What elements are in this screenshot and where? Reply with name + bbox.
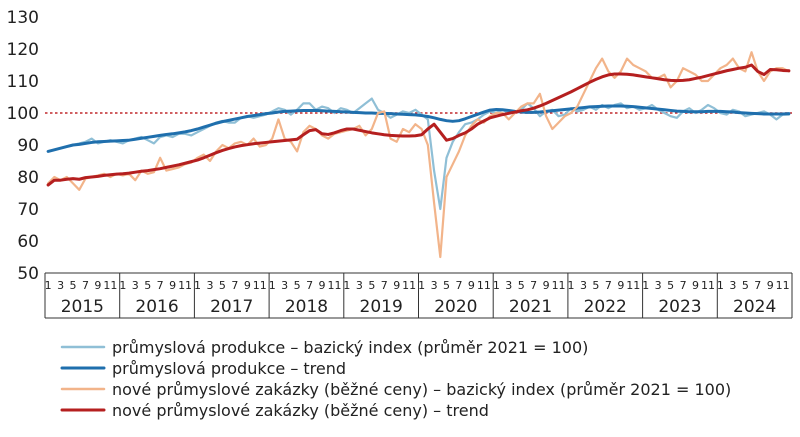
- month-tick-label: 1: [418, 279, 425, 292]
- month-tick-label: 11: [327, 279, 341, 292]
- month-tick-label: 7: [231, 279, 238, 292]
- month-tick-label: 5: [592, 279, 599, 292]
- month-tick-label: 3: [729, 279, 736, 292]
- month-tick-label: 1: [343, 279, 350, 292]
- y-tick-label: 130: [7, 8, 39, 28]
- y-tick-label: 50: [17, 264, 39, 284]
- month-tick-label: 11: [701, 279, 715, 292]
- series-line-1: [47, 97, 790, 211]
- month-tick-label: 9: [393, 279, 400, 292]
- year-label: 2015: [61, 297, 104, 317]
- month-tick-label: 11: [178, 279, 192, 292]
- month-tick-label: 7: [381, 279, 388, 292]
- month-tick-label: 11: [477, 279, 491, 292]
- month-tick-label: 3: [57, 279, 64, 292]
- month-tick-label: 5: [70, 279, 77, 292]
- month-tick-label: 9: [319, 279, 326, 292]
- month-tick-label: 7: [605, 279, 612, 292]
- month-tick-label: 3: [132, 279, 139, 292]
- month-tick-label: 7: [455, 279, 462, 292]
- month-tick-label: 3: [281, 279, 288, 292]
- year-label: 2022: [584, 297, 627, 317]
- month-tick-label: 9: [244, 279, 251, 292]
- series-line-3: [47, 51, 790, 259]
- month-tick-label: 9: [169, 279, 176, 292]
- month-tick-label: 5: [368, 279, 375, 292]
- month-tick-label: 1: [45, 279, 52, 292]
- month-tick-label: 3: [655, 279, 662, 292]
- month-tick-label: 3: [580, 279, 587, 292]
- month-tick-label: 7: [82, 279, 89, 292]
- y-tick-label: 120: [7, 40, 39, 60]
- series-group: [46, 51, 791, 259]
- month-tick-label: 7: [680, 279, 687, 292]
- month-tick-label: 1: [194, 279, 201, 292]
- month-tick-label: 5: [144, 279, 151, 292]
- year-label: 2020: [434, 297, 477, 317]
- series-line-2: [46, 104, 791, 153]
- month-tick-label: 7: [530, 279, 537, 292]
- y-tick-label: 60: [17, 232, 39, 252]
- y-tick-label: 70: [17, 200, 39, 220]
- month-tick-label: 11: [776, 279, 790, 292]
- month-tick-label: 9: [617, 279, 624, 292]
- month-tick-label: 3: [505, 279, 512, 292]
- month-tick-label: 9: [543, 279, 550, 292]
- month-tick-label: 11: [552, 279, 566, 292]
- month-tick-label: 11: [103, 279, 117, 292]
- year-label: 2024: [733, 297, 776, 317]
- year-label: 2016: [135, 297, 178, 317]
- y-tick-label: 90: [17, 136, 39, 156]
- legend-label-3: nové průmyslové zakázky (běžné ceny) – b…: [112, 380, 731, 399]
- series-line-4: [46, 63, 791, 187]
- month-tick-label: 1: [493, 279, 500, 292]
- month-tick-label: 9: [468, 279, 475, 292]
- legend: průmyslová produkce – bazický index (prů…: [60, 338, 731, 420]
- month-tick-label: 3: [206, 279, 213, 292]
- month-tick-label: 5: [667, 279, 674, 292]
- month-tick-label: 1: [642, 279, 649, 292]
- legend-label-2: průmyslová produkce – trend: [112, 359, 346, 378]
- legend-label-4: nové průmyslové zakázky (běžné ceny) – t…: [112, 401, 489, 420]
- y-axis: 50 60 70 80 90 100 110 120 130: [7, 8, 39, 284]
- month-tick-label: 11: [626, 279, 640, 292]
- year-label: 2017: [210, 297, 253, 317]
- month-tick-label: 3: [356, 279, 363, 292]
- month-tick-label: 7: [754, 279, 761, 292]
- month-tick-label: 5: [443, 279, 450, 292]
- year-label: 2018: [285, 297, 328, 317]
- month-tick-label: 1: [119, 279, 126, 292]
- month-tick-label: 3: [431, 279, 438, 292]
- year-label: 2023: [658, 297, 701, 317]
- month-tick-label: 5: [219, 279, 226, 292]
- month-tick-label: 1: [568, 279, 575, 292]
- month-tick-label: 7: [157, 279, 164, 292]
- y-tick-label: 80: [17, 168, 39, 188]
- month-tick-label: 9: [692, 279, 699, 292]
- year-label: 2019: [360, 297, 403, 317]
- month-tick-label: 11: [402, 279, 416, 292]
- y-tick-label: 100: [7, 104, 39, 124]
- month-tick-label: 1: [717, 279, 724, 292]
- month-tick-label: 5: [742, 279, 749, 292]
- month-tick-label: 9: [94, 279, 101, 292]
- y-tick-label: 110: [7, 72, 39, 92]
- month-tick-label: 5: [294, 279, 301, 292]
- year-label: 2021: [509, 297, 552, 317]
- month-tick-label: 7: [306, 279, 313, 292]
- month-tick-label: 5: [518, 279, 525, 292]
- month-tick-label: 11: [253, 279, 267, 292]
- month-tick-label: 1: [269, 279, 276, 292]
- legend-label-1: průmyslová produkce – bazický index (prů…: [112, 338, 588, 357]
- month-tick-label: 9: [767, 279, 774, 292]
